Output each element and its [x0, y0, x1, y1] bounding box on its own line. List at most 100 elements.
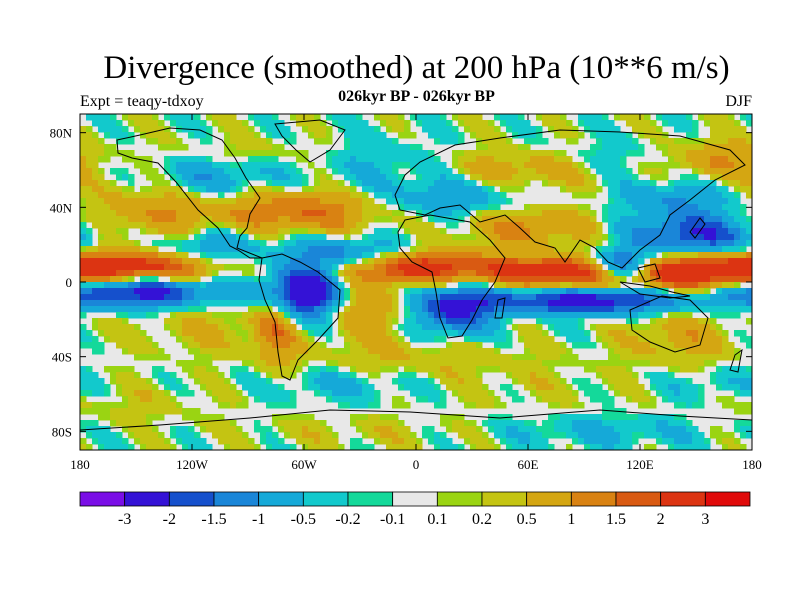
field-cell	[620, 390, 627, 397]
field-cell	[464, 300, 471, 307]
field-cell	[632, 420, 639, 427]
field-cell	[110, 282, 117, 289]
field-cell	[572, 396, 579, 403]
field-cell	[344, 270, 351, 277]
field-cell	[668, 228, 675, 235]
field-cell	[158, 438, 165, 445]
field-cell	[668, 378, 675, 385]
field-cell	[440, 366, 447, 373]
field-cell	[476, 150, 483, 157]
field-cell	[566, 336, 573, 343]
field-cell	[644, 336, 651, 343]
field-cell	[680, 432, 687, 439]
field-cell	[716, 174, 723, 181]
field-cell	[200, 384, 207, 391]
field-cell	[320, 300, 327, 307]
field-cell	[146, 252, 153, 259]
field-cell	[356, 144, 363, 151]
field-cell	[650, 258, 657, 265]
field-cell	[716, 342, 723, 349]
field-cell	[230, 426, 237, 433]
field-cell	[146, 132, 153, 139]
field-cell	[170, 270, 177, 277]
field-cell	[86, 198, 93, 205]
field-cell	[542, 228, 549, 235]
field-cell	[110, 336, 117, 343]
field-cell	[608, 192, 615, 199]
field-cell	[146, 126, 153, 133]
field-cell	[248, 240, 255, 247]
field-cell	[284, 282, 291, 289]
field-cell	[158, 120, 165, 127]
field-cell	[140, 408, 147, 415]
field-cell	[614, 390, 621, 397]
field-cell	[578, 240, 585, 247]
field-cell	[128, 138, 135, 145]
field-cell	[386, 264, 393, 271]
field-cell	[662, 288, 669, 295]
field-cell	[308, 114, 315, 121]
field-cell	[686, 306, 693, 313]
field-cell	[506, 252, 513, 259]
field-cell	[122, 372, 129, 379]
field-cell	[278, 402, 285, 409]
field-cell	[494, 234, 501, 241]
field-cell	[506, 228, 513, 235]
field-cell	[218, 402, 225, 409]
field-cell	[722, 144, 729, 151]
field-cell	[110, 222, 117, 229]
field-cell	[542, 300, 549, 307]
field-cell	[464, 204, 471, 211]
field-cell	[632, 210, 639, 217]
field-cell	[284, 216, 291, 223]
field-cell	[308, 366, 315, 373]
field-cell	[644, 396, 651, 403]
field-cell	[500, 288, 507, 295]
field-cell	[194, 228, 201, 235]
field-cell	[446, 126, 453, 133]
field-cell	[386, 342, 393, 349]
field-cell	[692, 138, 699, 145]
field-cell	[458, 390, 465, 397]
field-cell	[158, 432, 165, 439]
field-cell	[320, 186, 327, 193]
field-cell	[320, 294, 327, 301]
field-cell	[548, 240, 555, 247]
field-cell	[206, 246, 213, 253]
field-cell	[602, 432, 609, 439]
field-cell	[242, 162, 249, 169]
field-cell	[740, 384, 747, 391]
field-cell	[182, 264, 189, 271]
field-cell	[284, 204, 291, 211]
field-cell	[272, 372, 279, 379]
field-cell	[704, 264, 711, 271]
field-cell	[92, 210, 99, 217]
field-cell	[518, 282, 525, 289]
field-cell	[614, 282, 621, 289]
field-cell	[746, 408, 752, 415]
field-cell	[488, 336, 495, 343]
field-cell	[206, 372, 213, 379]
field-cell	[704, 330, 711, 337]
field-cell	[662, 216, 669, 223]
field-cell	[740, 234, 747, 241]
field-cell	[182, 312, 189, 319]
field-cell	[536, 168, 543, 175]
field-cell	[260, 348, 267, 355]
field-cell	[716, 300, 723, 307]
field-cell	[362, 258, 369, 265]
field-cell	[164, 156, 171, 163]
field-cell	[746, 420, 752, 427]
field-cell	[458, 414, 465, 421]
field-cell	[416, 144, 423, 151]
field-cell	[686, 126, 693, 133]
field-cell	[674, 318, 681, 325]
field-cell	[362, 180, 369, 187]
field-cell	[104, 414, 111, 421]
field-cell	[302, 426, 309, 433]
field-cell	[548, 252, 555, 259]
field-cell	[578, 312, 585, 319]
field-cell	[608, 336, 615, 343]
field-cell	[380, 360, 387, 367]
field-cell	[368, 420, 375, 427]
